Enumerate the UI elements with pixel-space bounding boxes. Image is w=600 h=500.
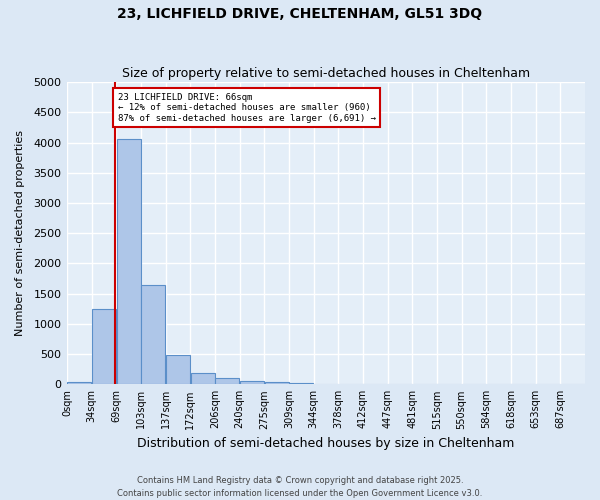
Text: Contains HM Land Registry data © Crown copyright and database right 2025.
Contai: Contains HM Land Registry data © Crown c… [118, 476, 482, 498]
Bar [166, 354, 190, 384]
Text: 23, LICHFIELD DRIVE, CHELTENHAM, GL51 3DQ: 23, LICHFIELD DRIVE, CHELTENHAM, GL51 3D… [118, 8, 482, 22]
Bar [67, 382, 91, 384]
Bar [215, 378, 239, 384]
Text: 23 LICHFIELD DRIVE: 66sqm
← 12% of semi-detached houses are smaller (960)
87% of: 23 LICHFIELD DRIVE: 66sqm ← 12% of semi-… [118, 93, 376, 122]
Title: Size of property relative to semi-detached houses in Cheltenham: Size of property relative to semi-detach… [122, 66, 530, 80]
Bar [116, 140, 141, 384]
Y-axis label: Number of semi-detached properties: Number of semi-detached properties [15, 130, 25, 336]
Bar [191, 373, 215, 384]
Bar [265, 382, 289, 384]
X-axis label: Distribution of semi-detached houses by size in Cheltenham: Distribution of semi-detached houses by … [137, 437, 515, 450]
Bar [92, 308, 116, 384]
Bar [141, 285, 166, 384]
Bar [240, 381, 264, 384]
Bar [289, 383, 313, 384]
